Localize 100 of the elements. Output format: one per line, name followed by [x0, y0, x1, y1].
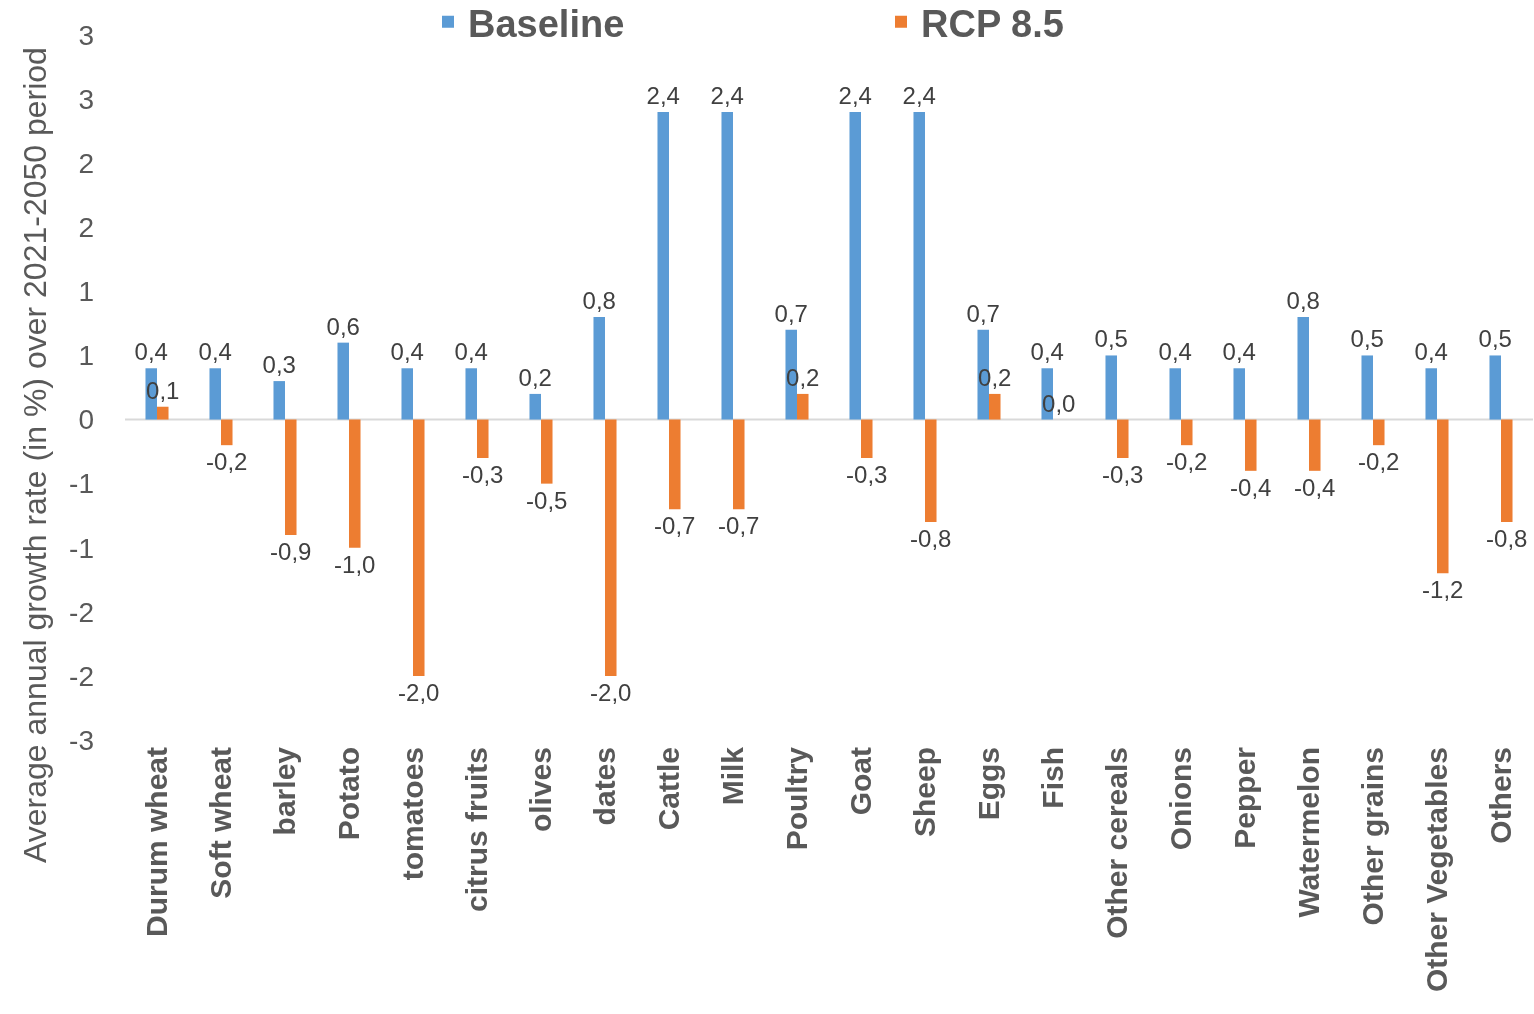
y-tick-label: -2 [69, 596, 94, 628]
data-label: 0,2 [518, 363, 552, 391]
data-label: 2,4 [646, 81, 680, 109]
data-label: -0,7 [718, 512, 760, 540]
x-tick-label: Sheep [907, 747, 941, 838]
bar [1361, 355, 1373, 420]
data-label: -0,9 [270, 537, 312, 565]
y-tick-label: -2 [69, 660, 94, 692]
y-axis-title: Average annual growth rate (in %) over 2021-2050 period [17, 47, 53, 863]
bar [913, 111, 925, 420]
x-tick-label: Onions [1163, 747, 1197, 851]
bar [1501, 419, 1513, 523]
bar [157, 406, 169, 420]
bar [337, 342, 349, 420]
bar [401, 368, 413, 420]
bar [1181, 419, 1193, 446]
data-label: -1,0 [334, 550, 376, 578]
x-tick-label: Cattle [651, 747, 685, 831]
bar [669, 419, 681, 510]
bar [1373, 419, 1385, 446]
data-label: 0,4 [390, 338, 424, 366]
bar [1297, 317, 1309, 420]
data-label: -0,3 [846, 461, 888, 488]
y-tick-label: 0 [78, 404, 94, 436]
bar [1489, 355, 1501, 420]
x-tick-label: Milk [715, 746, 749, 806]
x-tick-label: Eggs [971, 747, 1005, 821]
data-label: 0,5 [1350, 325, 1384, 353]
bar [1425, 368, 1437, 420]
bar [797, 393, 809, 420]
data-label: 0,6 [326, 312, 360, 340]
y-tick-label: 3 [78, 83, 94, 115]
x-tick-label: Goat [843, 747, 877, 816]
bar [989, 393, 1001, 420]
bar [1105, 355, 1117, 420]
bar [541, 419, 553, 484]
bar [465, 368, 477, 420]
legend-label: RCP 8.5 [921, 2, 1064, 45]
x-tick-label: Others [1483, 747, 1517, 844]
x-tick-label: Poultry [779, 746, 813, 851]
data-label: -0,8 [910, 525, 952, 553]
data-label: -0,8 [1486, 525, 1528, 553]
data-label: 0,7 [966, 299, 1000, 327]
data-label: -0,3 [1102, 461, 1144, 488]
bar [1169, 368, 1181, 420]
y-tick-label: -1 [69, 468, 94, 500]
bar [849, 111, 861, 420]
data-label: 0,4 [454, 338, 488, 366]
bar [721, 111, 733, 420]
data-label: -0,5 [526, 486, 568, 514]
bar [657, 111, 669, 420]
data-label: 0,3 [262, 351, 296, 379]
data-label: 0,5 [1478, 325, 1512, 353]
y-tick-label: 1 [78, 340, 94, 372]
bar [733, 419, 745, 510]
data-label: 0,8 [582, 287, 616, 314]
bar [925, 419, 937, 523]
x-tick-label: Watermelon [1291, 747, 1325, 918]
data-label: 0,7 [774, 299, 808, 327]
bar [273, 381, 285, 420]
data-label: 0,4 [1414, 338, 1448, 366]
x-tick-label: Other grains [1355, 747, 1389, 926]
bar [593, 317, 605, 420]
data-label: -2,0 [398, 678, 440, 706]
data-label: 0,5 [1094, 325, 1128, 353]
x-tick-label: tomatoes [395, 747, 429, 881]
data-label: 0,4 [198, 338, 232, 366]
data-label: 0,4 [1158, 338, 1192, 366]
x-tick-label: Other Vegetables [1419, 747, 1453, 993]
bar [221, 419, 233, 446]
x-tick-label: dates [587, 747, 621, 826]
bar [861, 419, 873, 458]
bar [413, 419, 425, 676]
data-label: -1,2 [1422, 576, 1464, 604]
bar [1309, 419, 1321, 471]
data-label: 2,4 [838, 81, 872, 109]
y-tick-label: 3 [78, 19, 94, 51]
bar [209, 368, 221, 420]
x-tick-label: Pepper [1227, 746, 1261, 849]
x-tick-label: Soft wheat [203, 746, 237, 899]
bar [1117, 419, 1129, 458]
bar [529, 393, 541, 420]
data-label: -0,2 [1358, 448, 1400, 476]
bar [1437, 419, 1449, 574]
data-label: 2,4 [902, 81, 936, 109]
bar [285, 419, 297, 535]
data-label: 0,8 [1286, 287, 1320, 314]
y-tick-label: 2 [78, 212, 94, 244]
x-tick-label: Fish [1035, 747, 1069, 809]
data-label: -0,4 [1294, 473, 1336, 501]
x-tick-label: citrus fruits [459, 747, 493, 913]
y-tick-label: -1 [69, 532, 94, 564]
bar [1233, 368, 1245, 420]
data-label: 2,4 [710, 81, 744, 109]
bar [1245, 419, 1257, 471]
data-label: -0,2 [206, 448, 248, 476]
data-label: -0,4 [1230, 473, 1272, 501]
y-tick-label: 2 [78, 147, 94, 179]
bar [349, 419, 361, 548]
x-tick-label: Durum wheat [139, 747, 173, 938]
